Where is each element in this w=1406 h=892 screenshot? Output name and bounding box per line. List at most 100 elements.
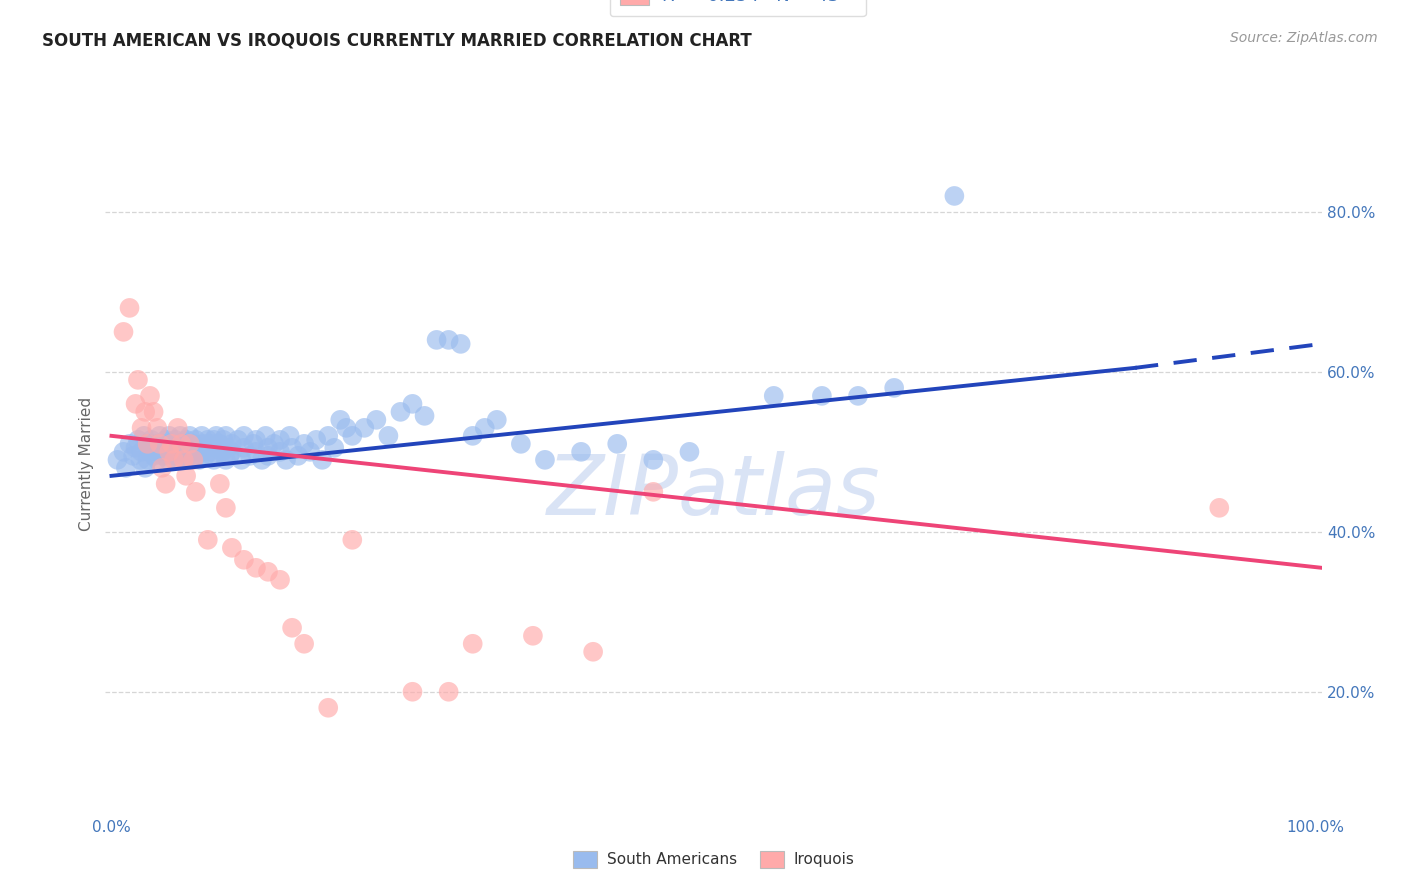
Point <box>118 437 141 451</box>
Point <box>232 553 254 567</box>
Point <box>239 449 262 463</box>
Point <box>232 429 254 443</box>
Point <box>450 337 472 351</box>
Point <box>124 441 146 455</box>
Point <box>179 429 201 443</box>
Point <box>1208 500 1230 515</box>
Point <box>582 645 605 659</box>
Point <box>173 453 195 467</box>
Point <box>426 333 449 347</box>
Point <box>762 389 785 403</box>
Point <box>606 437 628 451</box>
Point <box>269 573 291 587</box>
Point <box>122 449 145 463</box>
Point <box>134 405 156 419</box>
Point <box>112 445 135 459</box>
Point <box>165 433 187 447</box>
Point <box>305 433 328 447</box>
Point <box>150 460 173 475</box>
Point <box>127 433 149 447</box>
Point <box>461 429 484 443</box>
Point <box>200 445 222 459</box>
Text: SOUTH AMERICAN VS IROQUOIS CURRENTLY MARRIED CORRELATION CHART: SOUTH AMERICAN VS IROQUOIS CURRENTLY MAR… <box>42 31 752 49</box>
Point <box>136 437 159 451</box>
Point <box>215 429 238 443</box>
Point <box>389 405 412 419</box>
Point <box>136 453 159 467</box>
Point <box>377 429 399 443</box>
Point <box>221 445 243 459</box>
Point <box>139 445 162 459</box>
Point <box>181 445 204 459</box>
Point <box>245 561 267 575</box>
Point <box>943 189 966 203</box>
Point <box>179 453 201 467</box>
Point <box>215 500 238 515</box>
Point <box>316 700 339 714</box>
Point <box>170 445 193 459</box>
Point <box>146 421 169 435</box>
Point <box>152 449 174 463</box>
Point <box>166 421 188 435</box>
Point <box>188 453 211 467</box>
Point <box>215 453 238 467</box>
Point <box>131 421 153 435</box>
Point <box>366 413 388 427</box>
Point <box>437 685 460 699</box>
Point <box>129 453 152 467</box>
Point <box>263 437 285 451</box>
Point <box>461 637 484 651</box>
Point <box>208 476 231 491</box>
Point <box>299 445 322 459</box>
Text: Source: ZipAtlas.com: Source: ZipAtlas.com <box>1230 31 1378 45</box>
Point <box>202 433 225 447</box>
Point <box>142 437 165 451</box>
Y-axis label: Currently Married: Currently Married <box>79 397 94 531</box>
Point <box>242 437 264 451</box>
Point <box>142 405 165 419</box>
Point <box>150 437 173 451</box>
Point <box>534 453 557 467</box>
Point <box>155 433 177 447</box>
Point <box>124 397 146 411</box>
Point <box>183 437 205 451</box>
Point <box>191 445 214 459</box>
Point <box>193 437 215 451</box>
Point <box>157 429 180 443</box>
Point <box>191 429 214 443</box>
Point <box>485 413 508 427</box>
Point <box>274 453 297 467</box>
Point <box>149 429 172 443</box>
Point <box>218 449 240 463</box>
Point <box>107 453 129 467</box>
Point <box>257 441 280 455</box>
Point <box>145 441 167 455</box>
Point <box>329 413 352 427</box>
Point <box>208 441 231 455</box>
Point <box>254 429 277 443</box>
Point <box>163 449 186 463</box>
Point <box>221 437 243 451</box>
Point <box>811 389 834 403</box>
Point <box>184 484 207 499</box>
Point <box>202 453 225 467</box>
Point <box>212 433 235 447</box>
Point <box>281 621 304 635</box>
Text: ZIPatlas: ZIPatlas <box>547 451 880 533</box>
Point <box>157 453 180 467</box>
Legend: South Americans, Iroquois: South Americans, Iroquois <box>567 845 860 873</box>
Point <box>194 449 217 463</box>
Point <box>170 437 193 451</box>
Point <box>169 429 191 443</box>
Point <box>208 437 231 451</box>
Point <box>166 441 188 455</box>
Point <box>200 437 222 451</box>
Point <box>883 381 905 395</box>
Point <box>115 460 138 475</box>
Point <box>278 429 301 443</box>
Point <box>134 460 156 475</box>
Point <box>149 445 172 459</box>
Point <box>197 441 219 455</box>
Point <box>257 449 280 463</box>
Point <box>146 453 169 467</box>
